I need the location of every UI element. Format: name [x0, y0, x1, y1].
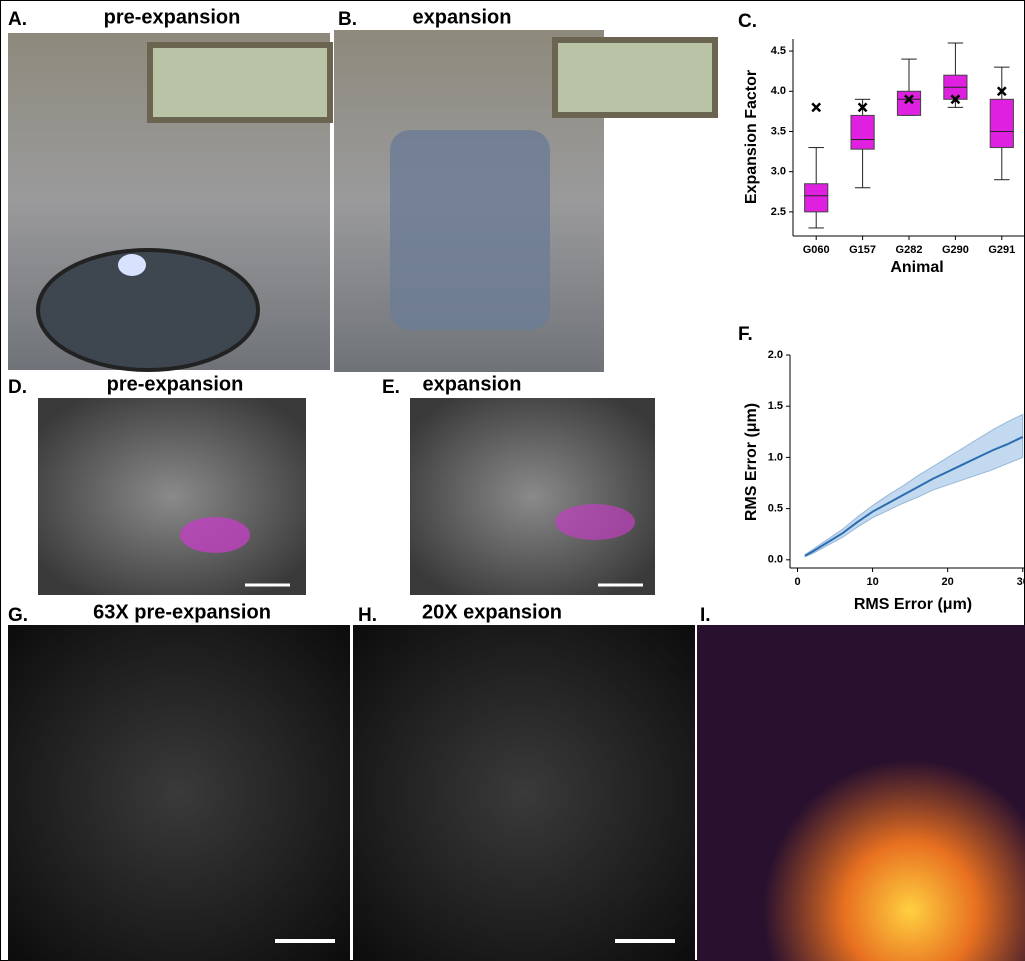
panel-label: H. [358, 605, 377, 626]
x-tick-label: G290 [942, 244, 969, 256]
y-tick-label: 1.5 [768, 400, 783, 412]
panel-title: 20X expansion [422, 601, 562, 623]
panel-label: D. [8, 377, 27, 398]
panel-label: E. [382, 377, 400, 398]
box [805, 184, 828, 212]
panel-title: expansion [413, 6, 512, 28]
x-tick-label: 30 [1017, 576, 1025, 588]
dish [38, 250, 258, 370]
panel-label: A. [8, 9, 27, 30]
deformation-field [697, 625, 1025, 961]
box [990, 99, 1013, 147]
caliper-display [555, 40, 715, 115]
x-tick-label: G060 [803, 244, 830, 256]
panel-label: F. [738, 324, 753, 345]
y-tick-label: 0.5 [768, 503, 783, 515]
y-tick-label: 0.0 [768, 554, 783, 566]
x-tick-label: 0 [794, 576, 800, 588]
panel-title: 63X pre-expansion [93, 601, 271, 623]
panel-label: C. [738, 11, 757, 32]
box [897, 91, 920, 115]
y-tick-label: 2.0 [768, 349, 783, 361]
x-tick-label: G291 [988, 244, 1015, 256]
y-tick-label: 4.5 [771, 45, 786, 57]
x-tick-label: 20 [942, 576, 954, 588]
x-tick-label: 10 [866, 576, 878, 588]
y-axis-label: Expansion Factor [743, 70, 760, 204]
image-h [353, 625, 695, 961]
panel-title: pre-expansion [107, 373, 244, 395]
panel-label: I. [700, 605, 711, 626]
panel-label: B. [338, 9, 357, 30]
x-axis-label: RMS Error (μm) [854, 596, 972, 613]
signal [180, 517, 250, 553]
image-d [38, 398, 306, 595]
box [851, 115, 874, 149]
sample [118, 254, 146, 276]
y-tick-label: 2.5 [771, 206, 786, 218]
y-tick-label: 3.5 [771, 125, 786, 137]
signal [555, 504, 635, 540]
panel-title: pre-expansion [104, 6, 241, 28]
y-tick-label: 1.0 [768, 451, 783, 463]
sample [390, 130, 550, 330]
caliper-display [150, 45, 330, 120]
image-e [410, 398, 655, 595]
y-axis-label: RMS Error (μm) [743, 403, 760, 521]
figure: A. pre-expansion B. expansion C. D. pre-… [0, 0, 1025, 961]
image-g [8, 625, 350, 961]
x-tick-label: G282 [896, 244, 923, 256]
marker [812, 103, 820, 111]
x-axis-label: Animal [890, 259, 943, 276]
y-tick-label: 3.0 [771, 166, 786, 178]
panel-title: expansion [423, 373, 522, 395]
y-tick-label: 4.0 [771, 85, 786, 97]
x-tick-label: G157 [849, 244, 876, 256]
panel-label: G. [8, 605, 28, 626]
